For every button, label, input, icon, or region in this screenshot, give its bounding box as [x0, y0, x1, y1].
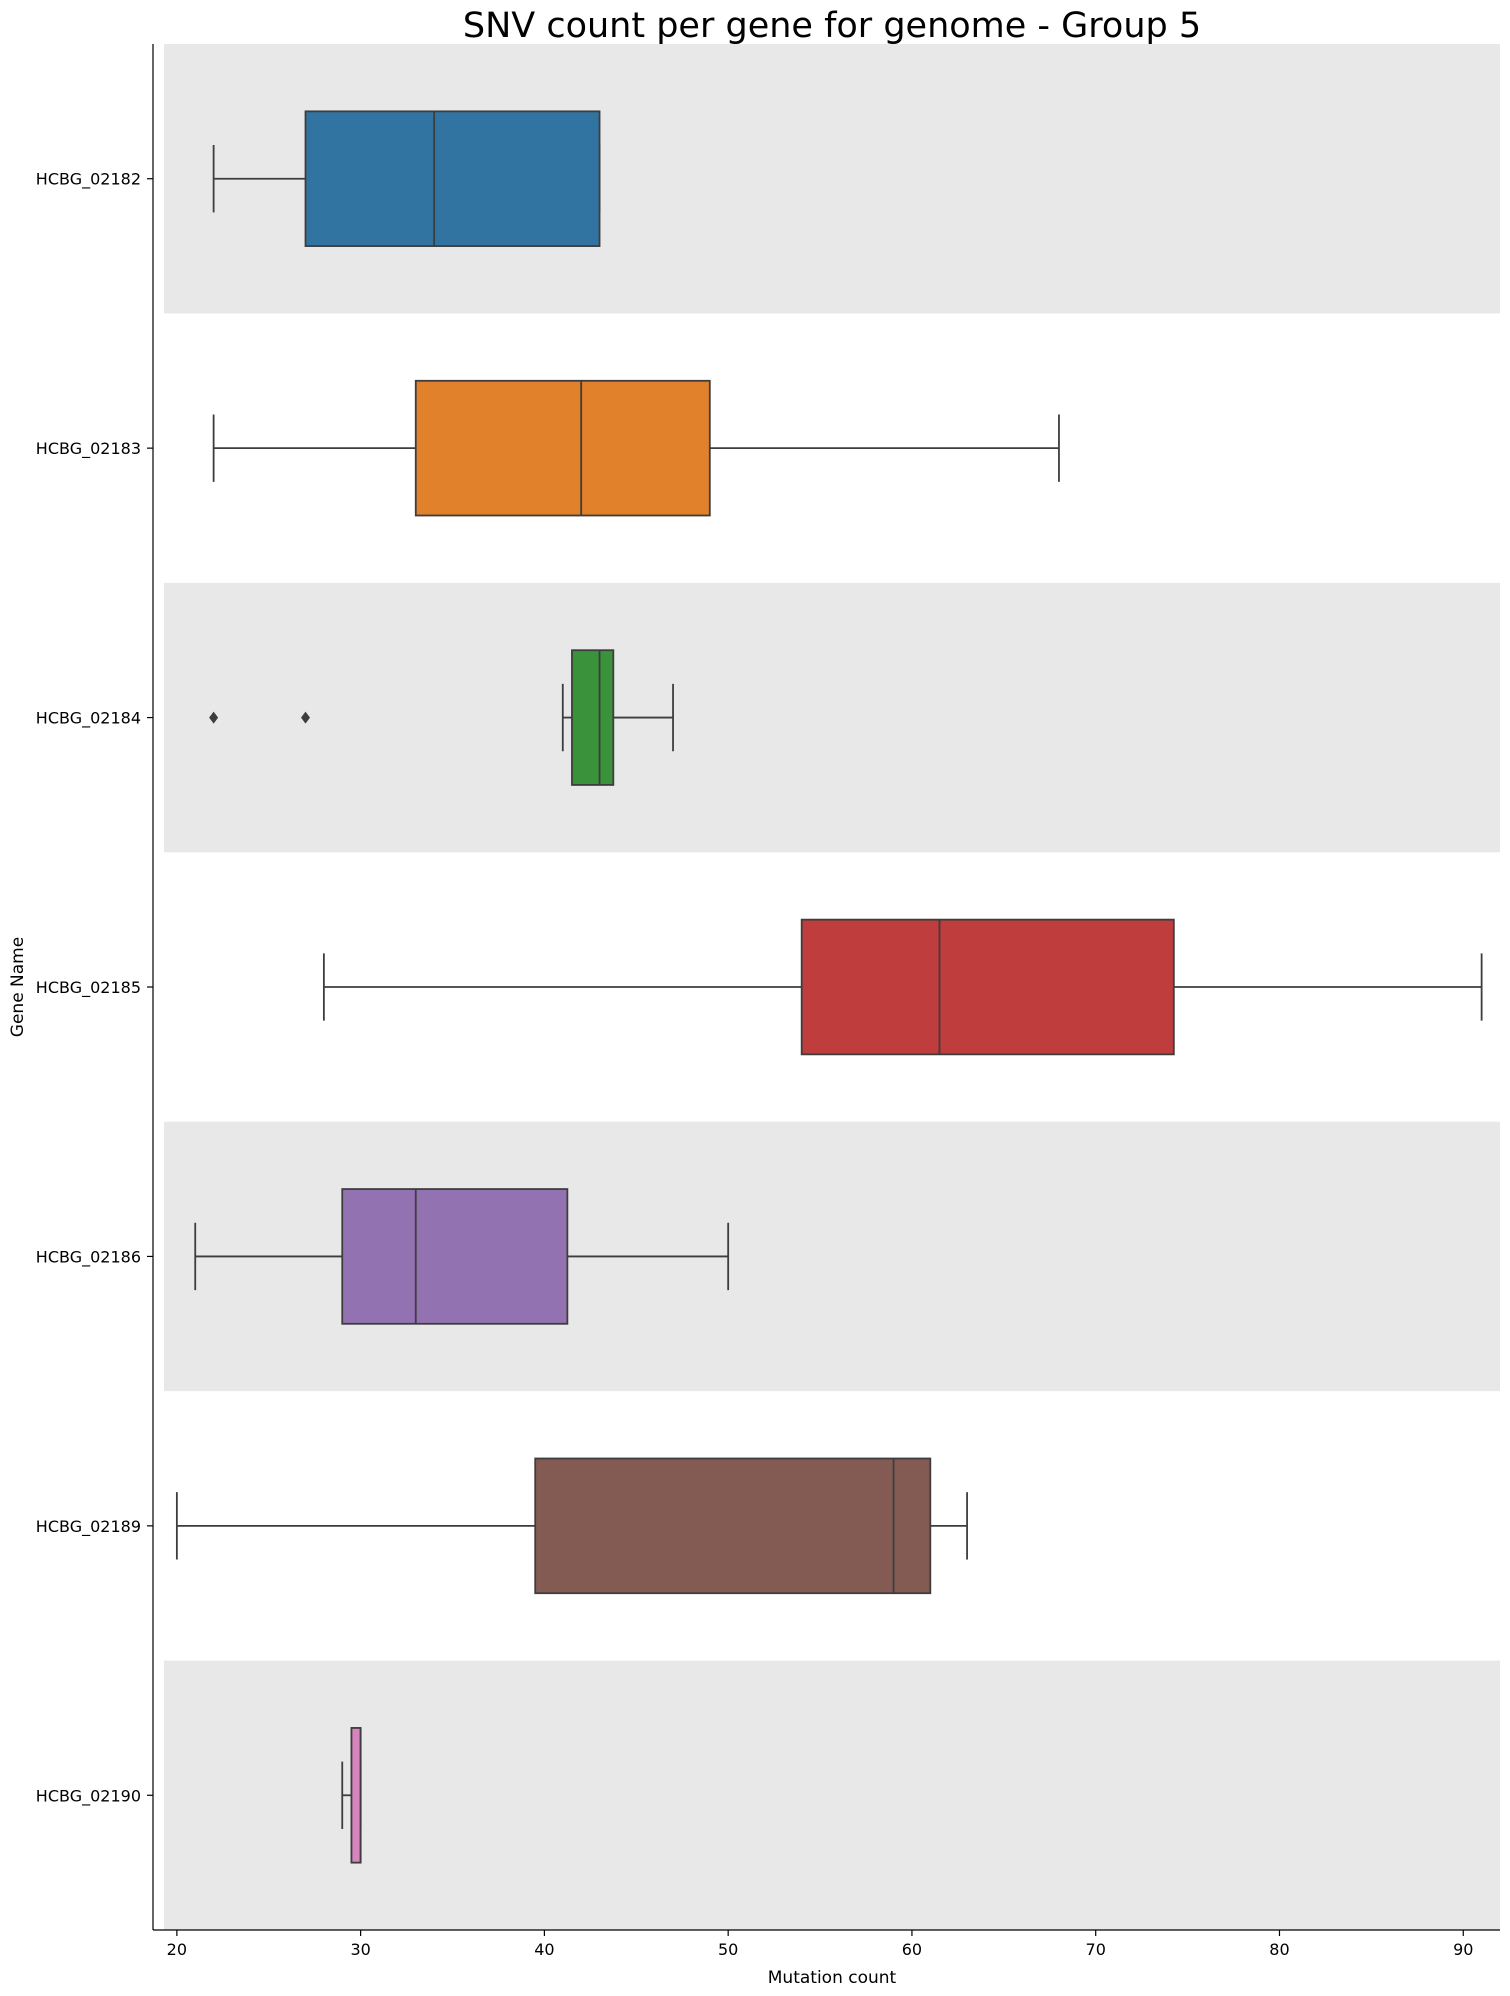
x-axis-ticks: 20 30 40 50 60 70 80 90: [167, 1930, 1473, 1959]
box-hcbg-02182: [212, 110, 601, 247]
y-tick-label: HCBG_02185: [36, 978, 141, 998]
y-tick-label: HCBG_02182: [36, 170, 141, 190]
iqr-box: [414, 379, 711, 517]
y-axis-label: Gene Name: [8, 937, 28, 1037]
outlier-point: [301, 711, 311, 724]
y-axis-ticks: HCBG_02182 HCBG_02183 HCBG_02184 HCBG_02185…: [36, 170, 153, 1806]
row-band: [164, 1660, 1500, 1930]
x-axis-label: Mutation count: [768, 1968, 897, 1988]
box-hcbg-02183: [212, 379, 1060, 517]
row-band: [164, 582, 1500, 853]
box-hcbg-02186: [194, 1188, 730, 1325]
box-hcbg-02190: [341, 1727, 362, 1864]
x-tick-label: 50: [718, 1940, 738, 1959]
iqr-box: [341, 1188, 569, 1325]
y-tick-label: HCBG_02184: [36, 709, 141, 729]
row-bands: [164, 44, 1500, 1930]
y-tick-label: HCBG_02190: [36, 1786, 141, 1806]
x-tick-label: 80: [1269, 1940, 1289, 1959]
y-tick-label: HCBG_02183: [36, 439, 141, 459]
x-tick-label: 90: [1453, 1940, 1473, 1959]
x-tick-label: 30: [350, 1940, 370, 1959]
iqr-box: [800, 918, 1175, 1056]
iqr-box: [304, 110, 601, 247]
x-tick-label: 40: [534, 1940, 554, 1959]
box-hcbg-02185: [322, 918, 1483, 1056]
x-tick-label: 20: [167, 1940, 187, 1959]
y-tick-label: HCBG_02186: [36, 1247, 141, 1267]
y-tick-label: HCBG_02189: [36, 1517, 141, 1537]
x-tick-label: 70: [1086, 1940, 1106, 1959]
box-hcbg-02189: [175, 1457, 968, 1595]
x-tick-label: 60: [902, 1940, 922, 1959]
iqr-box: [350, 1727, 362, 1864]
iqr-box: [534, 1457, 932, 1595]
chart-title: SNV count per gene for genome - Group 5: [463, 6, 1201, 46]
outlier-point: [209, 711, 219, 724]
box-series-layer: [175, 110, 1483, 1864]
iqr-box: [571, 649, 615, 786]
box-hcbg-02184: [209, 649, 674, 786]
